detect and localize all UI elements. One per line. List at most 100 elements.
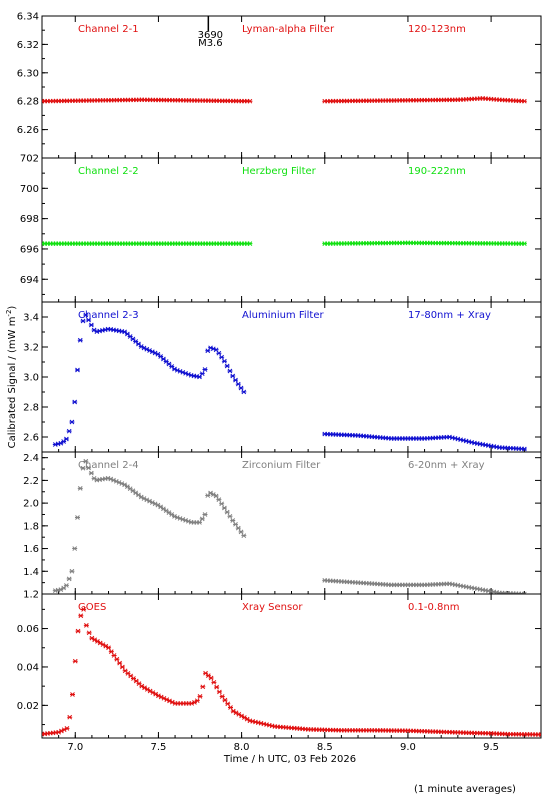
data-point: [64, 726, 70, 731]
data-point: [213, 493, 219, 499]
data-point: [521, 446, 527, 452]
x-tick-label: 7.0: [67, 742, 83, 753]
y-tick-label: 696: [20, 244, 39, 255]
data-point: [72, 658, 78, 664]
data-point: [202, 367, 208, 372]
data-point: [216, 350, 222, 356]
data-point: [83, 623, 89, 628]
data-point: [114, 656, 120, 662]
data-point: [86, 465, 92, 471]
data-series: [42, 96, 527, 104]
x-axis: 7.0 7.5 8.0 8.5 9.0 9.5: [67, 742, 499, 753]
panel-label: Lyman-alpha Filter: [242, 24, 335, 35]
data-point: [233, 377, 239, 383]
y-tick-label: 0.02: [17, 701, 39, 712]
y-tick-label: 702: [20, 154, 39, 165]
data-point: [238, 385, 244, 391]
data-point: [230, 518, 236, 523]
data-point: [83, 458, 89, 464]
y-tick-label: 3.2: [23, 343, 39, 354]
data-point: [77, 337, 83, 343]
data-point: [194, 698, 200, 704]
data-point: [199, 371, 205, 377]
data-point: [119, 664, 125, 670]
panel-label: Channel 2-4: [78, 460, 139, 471]
y-tick-label: 1.6: [23, 544, 39, 555]
data-point: [216, 689, 222, 695]
y-tick-label: 694: [20, 275, 39, 286]
data-point: [74, 367, 80, 373]
panel-label: 190-222nm: [408, 166, 466, 177]
data-point: [214, 684, 220, 690]
panel-1: 6.26 6.28 6.30 6.32 6.34 Channel 2-1 Lyman-alp…: [17, 12, 542, 159]
data-point: [208, 675, 214, 681]
data-point: [81, 607, 87, 612]
data-point: [111, 653, 117, 658]
data-point: [80, 318, 86, 324]
chart-panels: 6.26 6.28 6.30 6.32 6.34 Channel 2-1 Lyman-alp…: [17, 12, 542, 739]
data-point: [83, 312, 89, 318]
x-tick-label: 8.0: [234, 742, 250, 753]
panel-label: Aluminium Filter: [242, 310, 325, 321]
data-point: [247, 98, 253, 104]
data-point: [80, 465, 86, 471]
x-tick-label: 7.5: [150, 742, 166, 753]
data-point: [88, 470, 94, 476]
data-point: [196, 374, 202, 380]
data-point: [216, 497, 222, 502]
panel-label: GOES: [78, 602, 106, 613]
panel-frame: [41, 15, 542, 159]
data-point: [227, 513, 233, 519]
data-point: [521, 241, 527, 246]
y-tick-label: 2.0: [23, 499, 39, 510]
y-tick-label: 1.4: [23, 567, 39, 578]
data-point: [72, 546, 78, 551]
data-point: [247, 241, 253, 246]
data-point: [69, 692, 75, 697]
data-point: [160, 506, 166, 512]
data-point: [235, 381, 241, 387]
y-axis-title-text: Calibrated Signal / (mW m: [7, 317, 18, 449]
y-axis-title: Calibrated Signal / (mW m-2): [5, 306, 18, 449]
y-tick-label: 0.06: [17, 624, 39, 635]
data-point: [521, 591, 527, 594]
data-point: [122, 482, 128, 488]
x-tick-label: 9.0: [400, 742, 416, 753]
data-point: [166, 510, 172, 515]
data-point: [200, 684, 206, 690]
y-tick-label: 2.2: [23, 476, 39, 487]
panel-label: Channel 2-1: [78, 24, 139, 35]
data-series: [42, 607, 541, 737]
y-tick-label: 698: [20, 214, 39, 225]
data-point: [196, 520, 202, 525]
data-point: [219, 354, 225, 360]
panel-frame: [41, 301, 542, 453]
data-point: [233, 521, 239, 527]
data-point: [197, 694, 203, 699]
data-point: [106, 645, 112, 651]
y-tick-label: 6.34: [17, 12, 39, 23]
panel-label: Zirconium Filter: [242, 460, 321, 471]
data-point: [219, 501, 225, 507]
data-point: [241, 389, 247, 395]
y-tick-label: 6.26: [17, 125, 39, 136]
y-tick-label: 1.8: [23, 521, 39, 532]
panel-4: 1.2 1.4 1.6 1.8 2.0 2.2 2.4 Channel 2-4 Zirconiu…: [23, 451, 542, 601]
y-axis-title-close: ): [7, 306, 18, 310]
data-point: [72, 399, 78, 405]
data-point: [86, 630, 92, 636]
panel-frame: [41, 593, 542, 739]
panel-frame: [41, 157, 542, 303]
y-tick-label: 3.4: [23, 313, 39, 324]
data-point: [199, 516, 205, 522]
data-point: [221, 358, 227, 364]
y-tick-label: 6.28: [17, 97, 39, 108]
data-point: [219, 694, 225, 699]
y-axis-title-exponent: -2: [5, 310, 13, 317]
data-point: [224, 509, 230, 515]
data-point: [202, 512, 208, 517]
data-series: [42, 240, 527, 246]
data-point: [230, 373, 236, 379]
averaging-note: (1 minute averages): [414, 784, 516, 795]
